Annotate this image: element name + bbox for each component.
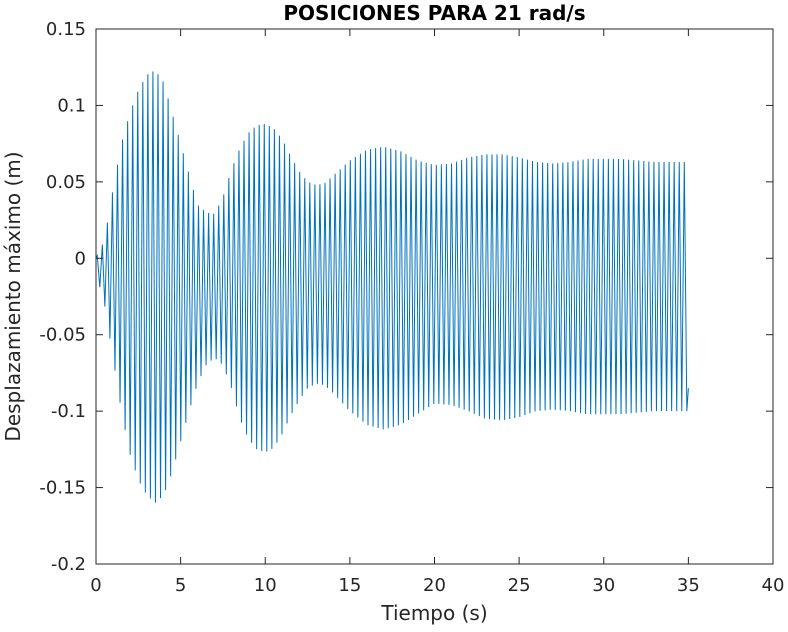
y-tick-label: 0.15 <box>46 19 86 40</box>
y-tick-label: -0.15 <box>39 478 86 499</box>
y-tick-label: -0.05 <box>39 325 86 346</box>
x-axis-title: Tiempo (s) <box>380 601 487 625</box>
y-tick-label: -0.2 <box>51 554 86 575</box>
y-tick-label: 0.05 <box>46 172 86 193</box>
x-tick-label: 35 <box>677 575 700 596</box>
y-tick-label: -0.1 <box>51 401 86 422</box>
x-tick-label: 0 <box>90 575 101 596</box>
plot-area <box>95 71 689 503</box>
x-tick-label: 5 <box>175 575 186 596</box>
x-tick-label: 10 <box>254 575 277 596</box>
x-tick-label: 30 <box>592 575 615 596</box>
y-tick-label: 0.1 <box>57 95 86 116</box>
y-axis-title: Desplazamiento máximo (m) <box>1 151 25 441</box>
chart-title: POSICIONES PARA 21 rad/s <box>283 1 585 25</box>
series-line <box>95 71 689 503</box>
x-tick-label: 15 <box>338 575 361 596</box>
x-tick-label: 40 <box>762 575 785 596</box>
y-tick-label: 0 <box>75 248 86 269</box>
axis-ticks: 0 5 10 15 20 25 30 35 40 -0.2 -0.15 -0.1 -0.05 0 0.05 0… <box>39 19 784 596</box>
x-tick-label: 20 <box>423 575 446 596</box>
x-tick-label: 25 <box>508 575 531 596</box>
